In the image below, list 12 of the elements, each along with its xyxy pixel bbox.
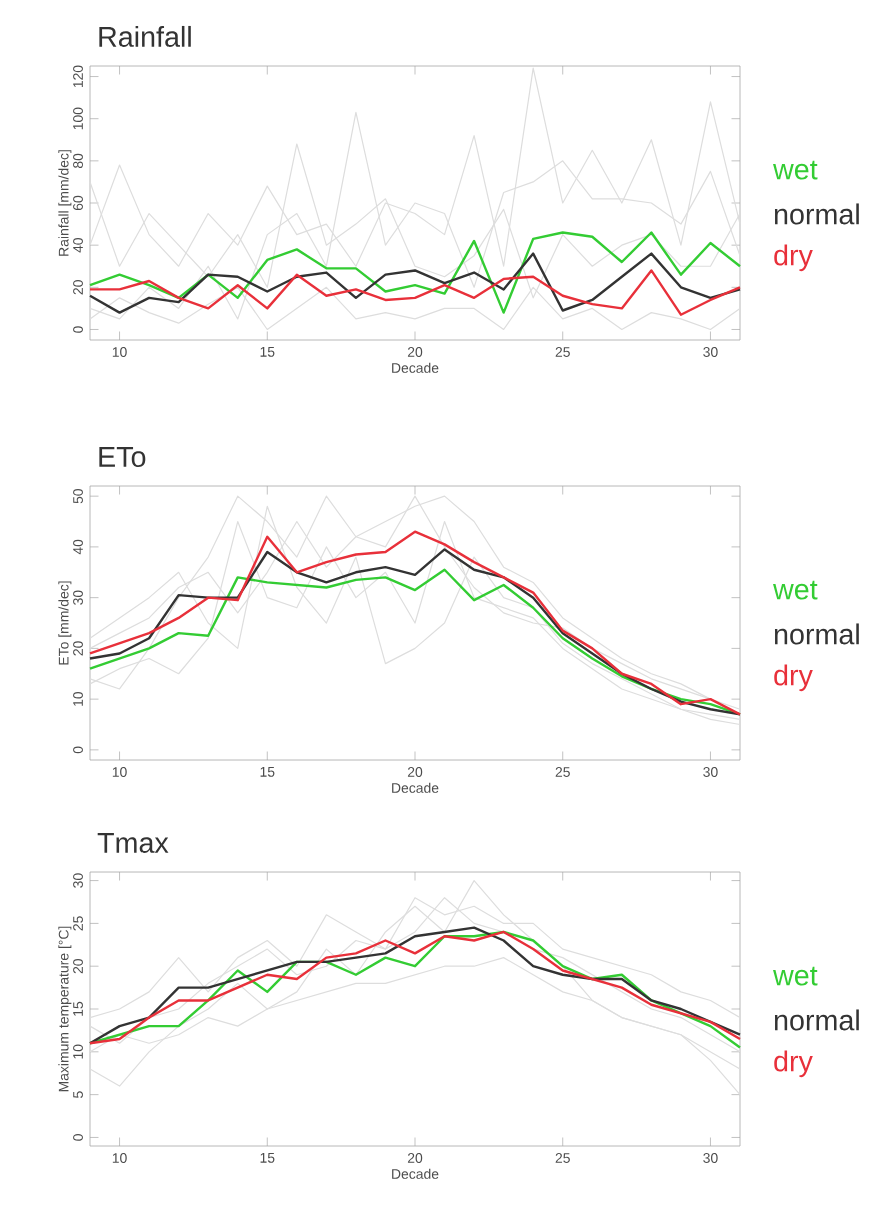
- chart-title: Rainfall: [99, 25, 191, 48]
- text: wet: [773, 966, 818, 986]
- chart-title: Tmax: [97, 833, 169, 854]
- series-label: normal: [774, 1009, 859, 1031]
- series-label: dry: [774, 244, 813, 272]
- text: normal: [774, 623, 859, 645]
- series-label: dry: [774, 1050, 813, 1078]
- series-label: dry: [774, 664, 813, 692]
- text: wet: [773, 580, 818, 600]
- text: wet: [773, 160, 818, 180]
- text: normal: [774, 203, 859, 225]
- chart-title: ETo: [99, 446, 146, 468]
